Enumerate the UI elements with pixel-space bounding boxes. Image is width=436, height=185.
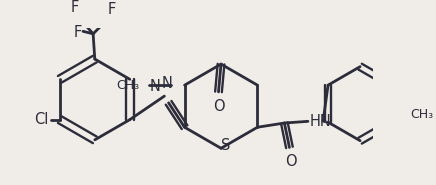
- Text: O: O: [285, 154, 297, 169]
- Text: S: S: [221, 138, 230, 153]
- Text: F: F: [74, 25, 82, 40]
- Text: HN: HN: [310, 114, 331, 129]
- Text: N: N: [162, 76, 173, 91]
- Text: F: F: [108, 2, 116, 17]
- Text: N: N: [149, 79, 160, 94]
- Text: O: O: [213, 100, 224, 115]
- Text: CH₃: CH₃: [116, 79, 139, 92]
- Text: Cl: Cl: [34, 112, 48, 127]
- Text: F: F: [71, 0, 79, 15]
- Text: CH₃: CH₃: [411, 108, 434, 121]
